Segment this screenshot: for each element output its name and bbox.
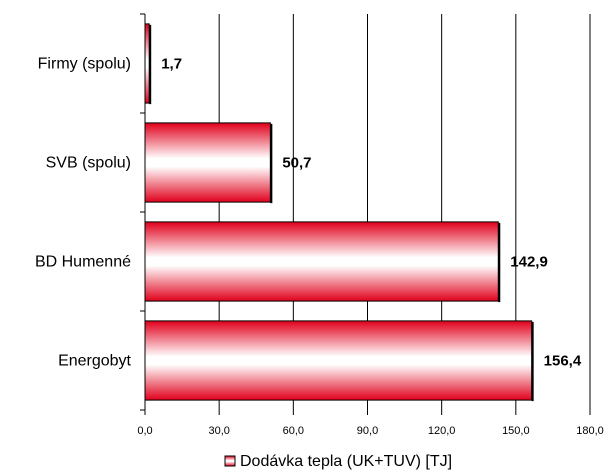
category-label: BD Humenné	[35, 254, 131, 271]
bar	[144, 23, 150, 104]
category-label: Energobyt	[58, 353, 131, 370]
data-label: 1,7	[161, 56, 182, 73]
bars	[144, 23, 534, 402]
bar	[144, 122, 271, 203]
bar	[144, 221, 499, 302]
x-tick-label: 180,0	[576, 425, 604, 437]
legend: Dodávka tepla (UK+TUV) [TJ]	[224, 453, 452, 470]
legend-swatch	[224, 455, 236, 467]
data-label: 156,4	[544, 353, 582, 370]
x-tick-label: 90,0	[357, 425, 378, 437]
data-label: 50,7	[282, 155, 311, 172]
category-label: Firmy (spolu)	[38, 56, 131, 73]
bar	[144, 320, 533, 401]
legend-label: Dodávka tepla (UK+TUV) [TJ]	[240, 453, 452, 470]
x-tick-label: 30,0	[208, 425, 229, 437]
axes	[140, 13, 591, 415]
x-tick-label: 150,0	[502, 425, 530, 437]
x-tick-label: 120,0	[428, 425, 456, 437]
x-tick-label: 60,0	[283, 425, 304, 437]
category-label: SVB (spolu)	[46, 155, 131, 172]
data-label: 142,9	[510, 254, 548, 271]
x-tick-label: 0,0	[137, 425, 152, 437]
labels: 0,0 30,0 60,0 90,0 120,0 150,0 180,0 Firmy (spo…	[35, 56, 604, 438]
